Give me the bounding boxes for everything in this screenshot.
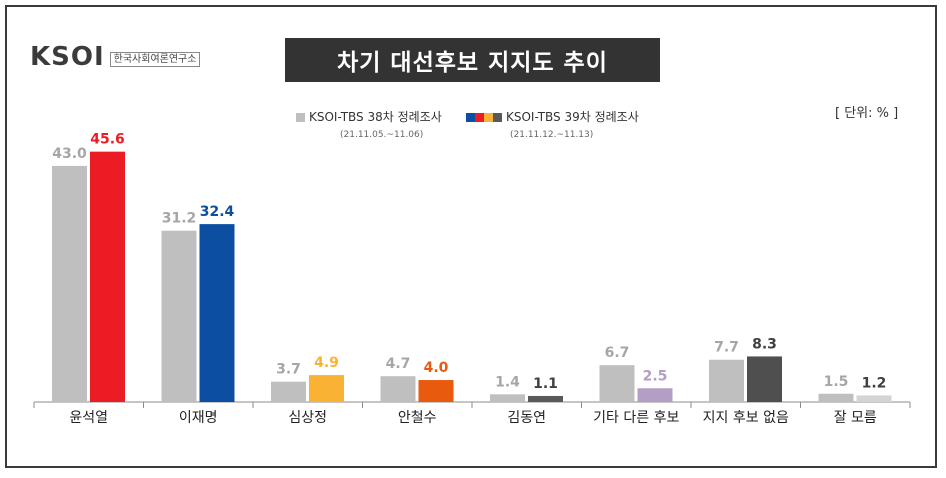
category-label: 잘 모름 xyxy=(834,410,877,426)
bar-prev xyxy=(599,365,635,402)
legend-label-38: KSOI-TBS 38차 정례조사 xyxy=(309,110,442,124)
bar-prev xyxy=(709,359,744,402)
data-label-current: 4.9 xyxy=(314,355,339,371)
bar-current xyxy=(637,388,673,402)
category-label: 지지 후보 없음 xyxy=(703,410,789,426)
category-label: 심상정 xyxy=(288,410,327,426)
legend-date-38: (21.11.05.~11.06) xyxy=(340,130,424,140)
category-label: 기타 다른 후보 xyxy=(593,410,679,426)
bar-prev xyxy=(490,394,525,402)
chart-title: 차기 대선후보 지지도 추이 xyxy=(285,38,660,82)
ksoi-logo: KSOI 한국사회여론연구소 xyxy=(30,42,201,72)
unit-label: [ 단위: % ] xyxy=(835,106,899,121)
bar-current xyxy=(199,224,235,402)
category-label: 윤석열 xyxy=(69,410,108,426)
bar-current xyxy=(528,395,563,402)
data-label-prev: 7.7 xyxy=(714,340,739,356)
legend-swatch-39 xyxy=(466,113,502,122)
bar-current xyxy=(90,151,125,402)
data-label-prev: 31.2 xyxy=(162,211,197,227)
data-label-current: 45.6 xyxy=(90,132,125,148)
logo-subtitle: 한국사회여론연구소 xyxy=(109,52,201,67)
bar-prev xyxy=(271,381,306,402)
data-label-prev: 4.7 xyxy=(386,356,411,372)
category-label: 김동연 xyxy=(507,410,546,426)
bar-prev xyxy=(818,393,854,402)
data-label-prev: 43.0 xyxy=(52,146,87,162)
bar-prev xyxy=(161,230,197,402)
bar-prev xyxy=(52,165,87,402)
data-label-current: 8.3 xyxy=(752,336,777,352)
data-label-current: 32.4 xyxy=(200,204,235,220)
data-label-current: 1.2 xyxy=(862,375,887,391)
data-label-current: 4.0 xyxy=(424,360,449,376)
legend-swatch-38 xyxy=(296,113,305,122)
data-label-current: 2.5 xyxy=(643,368,668,384)
bar-current xyxy=(309,375,344,402)
data-label-prev: 3.7 xyxy=(276,362,301,378)
bar-current xyxy=(418,380,454,402)
legend-label-39: KSOI-TBS 39차 정례조사 xyxy=(506,110,639,124)
data-label-prev: 1.4 xyxy=(495,374,520,390)
bar-prev xyxy=(380,376,416,402)
legend-date-39: (21.11.12.~11.13) xyxy=(510,130,594,140)
category-label: 이재명 xyxy=(179,410,218,426)
data-label-prev: 6.7 xyxy=(605,345,630,361)
data-label-prev: 1.5 xyxy=(824,374,849,390)
legend-item-39: KSOI-TBS 39차 정례조사 (21.11.12.~11.13) xyxy=(466,108,639,140)
category-label: 안철수 xyxy=(398,410,437,426)
bar-current xyxy=(747,356,782,402)
legend-item-38: KSOI-TBS 38차 정례조사 (21.11.05.~11.06) xyxy=(296,108,442,140)
data-label-current: 1.1 xyxy=(533,376,558,392)
bar-current xyxy=(856,395,892,402)
logo-wordmark: KSOI xyxy=(30,42,105,72)
